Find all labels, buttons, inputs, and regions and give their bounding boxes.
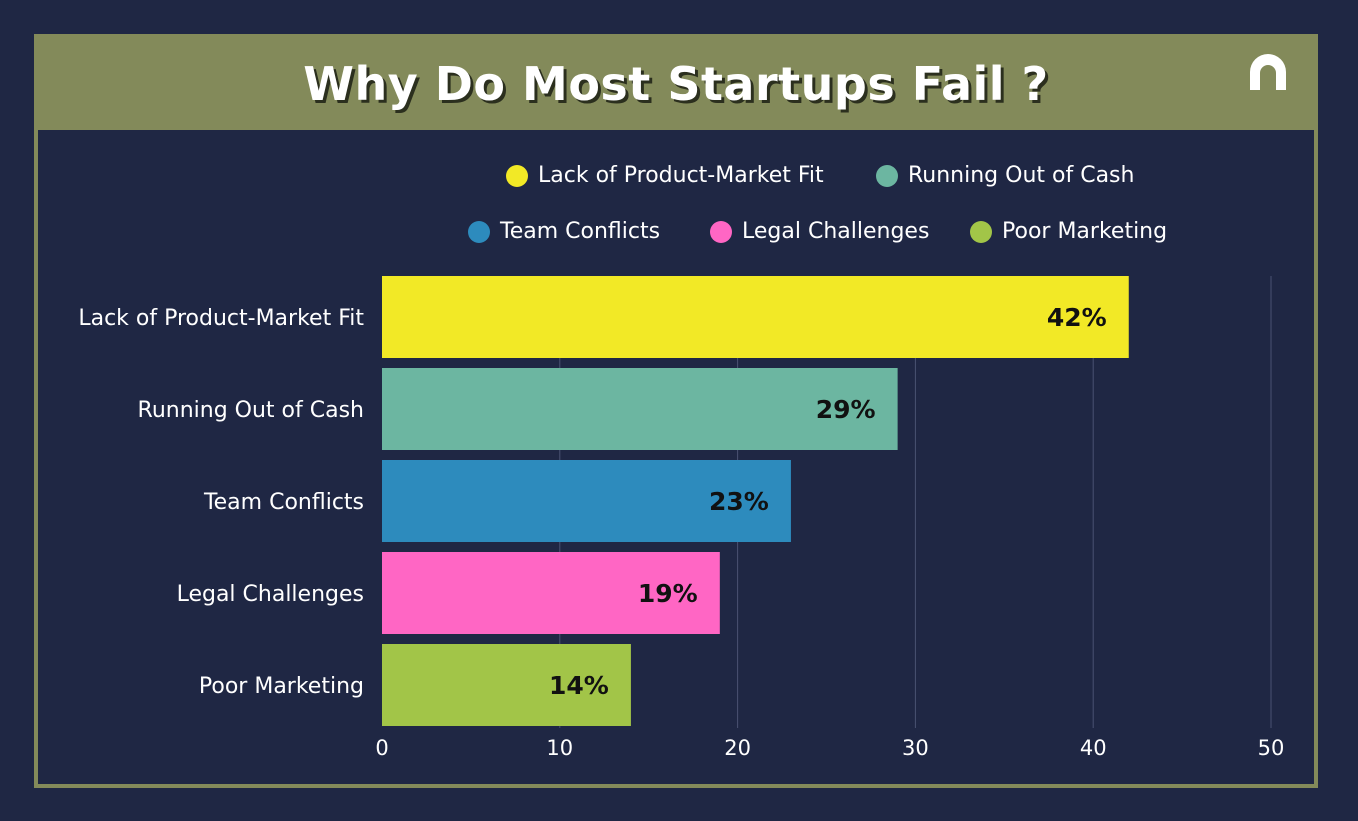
legend-label: Running Out of Cash — [908, 163, 1135, 188]
legend-label: Legal Challenges — [742, 219, 930, 244]
value-label: 23% — [709, 487, 769, 516]
title-bar: Why Do Most Startups Fail ? — [38, 38, 1314, 130]
value-label: 29% — [816, 395, 876, 424]
bar — [382, 644, 631, 726]
legend-swatch — [468, 220, 490, 243]
x-tick-label: 20 — [724, 736, 751, 760]
chart-title: Why Do Most Startups Fail ? — [303, 57, 1049, 111]
legend-item: Lack of Product-Market Fit — [506, 163, 824, 188]
category-label: Running Out of Cash — [138, 398, 364, 423]
bar — [382, 460, 791, 542]
legend-label: Team Conflicts — [500, 219, 661, 244]
x-tick-label: 10 — [546, 736, 573, 760]
x-tick-label: 30 — [902, 736, 929, 760]
legend-label: Lack of Product-Market Fit — [538, 163, 824, 188]
value-label: 42% — [1047, 303, 1107, 332]
legend-swatch — [506, 164, 528, 187]
chart-frame: Why Do Most Startups Fail ? — [34, 34, 1318, 788]
value-label: 19% — [638, 579, 698, 608]
x-tick-label: 0 — [375, 736, 388, 760]
category-label: Legal Challenges — [177, 582, 364, 607]
arch-logo-icon — [1250, 54, 1286, 90]
category-label: Lack of Product-Market Fit — [78, 306, 364, 331]
legend-item: Legal Challenges — [710, 219, 929, 244]
bar — [382, 276, 1129, 358]
x-tick-label: 40 — [1080, 736, 1107, 760]
bar — [382, 368, 898, 450]
value-label: 14% — [549, 671, 609, 700]
legend-swatch — [970, 220, 992, 243]
legend-item: Running Out of Cash — [876, 163, 1134, 188]
x-tick-label: 50 — [1258, 736, 1285, 760]
category-label: Team Conflicts — [203, 490, 364, 515]
legend-swatch — [876, 164, 898, 187]
legend-swatch — [710, 220, 732, 243]
legend-label: Poor Marketing — [1002, 219, 1168, 244]
legend-item: Poor Marketing — [970, 219, 1167, 244]
bar — [382, 552, 720, 634]
legend-item: Team Conflicts — [468, 219, 660, 244]
category-label: Poor Marketing — [199, 674, 364, 699]
